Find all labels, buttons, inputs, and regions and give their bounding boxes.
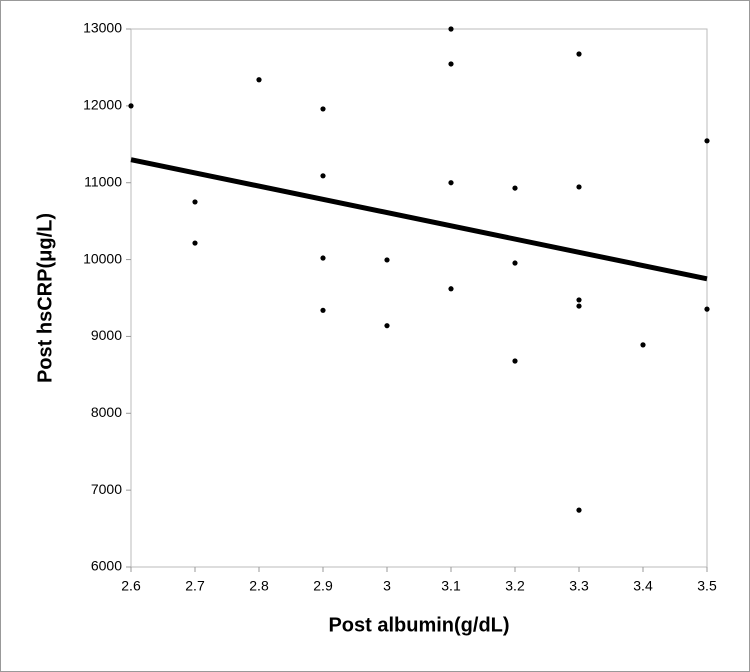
point xyxy=(512,185,518,191)
point xyxy=(320,173,326,179)
y-tick-label: 12000 xyxy=(83,97,122,113)
point xyxy=(128,103,134,109)
y-tick-label: 11000 xyxy=(84,173,122,189)
point xyxy=(448,180,454,186)
x-tick-label: 3.4 xyxy=(633,578,653,594)
x-tick-label: 3.3 xyxy=(569,578,589,594)
x-tick-label: 2.9 xyxy=(313,578,333,594)
plot-area xyxy=(130,28,708,568)
x-tick-label: 3.1 xyxy=(441,578,461,594)
x-tick-label: 2.7 xyxy=(185,578,205,594)
point xyxy=(384,323,390,329)
x-tick-label: 2.8 xyxy=(249,578,269,594)
point xyxy=(320,307,326,313)
x-axis-title: Post albumin(g/dL) xyxy=(328,614,509,636)
x-tick-label: 3 xyxy=(383,578,391,594)
point xyxy=(576,303,582,309)
point xyxy=(384,257,390,263)
point xyxy=(192,199,198,205)
x-tick-label: 3.5 xyxy=(697,578,717,594)
y-axis-title: Post hsCRP(μg/L) xyxy=(34,213,56,383)
y-tick-label: 7000 xyxy=(91,481,122,497)
point xyxy=(320,106,326,112)
y-tick-label: 8000 xyxy=(91,404,122,420)
x-tick-label: 3.2 xyxy=(505,578,525,594)
x-tick-label: 2.6 xyxy=(121,578,141,594)
point xyxy=(576,297,582,303)
point xyxy=(704,138,710,144)
point xyxy=(256,77,262,83)
point xyxy=(512,260,518,266)
trend-line xyxy=(130,157,708,282)
point xyxy=(320,255,326,261)
point xyxy=(512,358,518,364)
y-tick-label: 10000 xyxy=(83,250,122,266)
y-tick-label: 13000 xyxy=(83,20,122,36)
point xyxy=(576,184,582,190)
y-tick-label: 9000 xyxy=(91,327,122,343)
point xyxy=(576,51,582,57)
point xyxy=(576,507,582,513)
point xyxy=(448,286,454,292)
point xyxy=(704,306,710,312)
point xyxy=(448,26,454,32)
point xyxy=(192,240,198,246)
point xyxy=(448,61,454,67)
point xyxy=(640,342,646,348)
y-tick-label: 6000 xyxy=(91,558,122,574)
